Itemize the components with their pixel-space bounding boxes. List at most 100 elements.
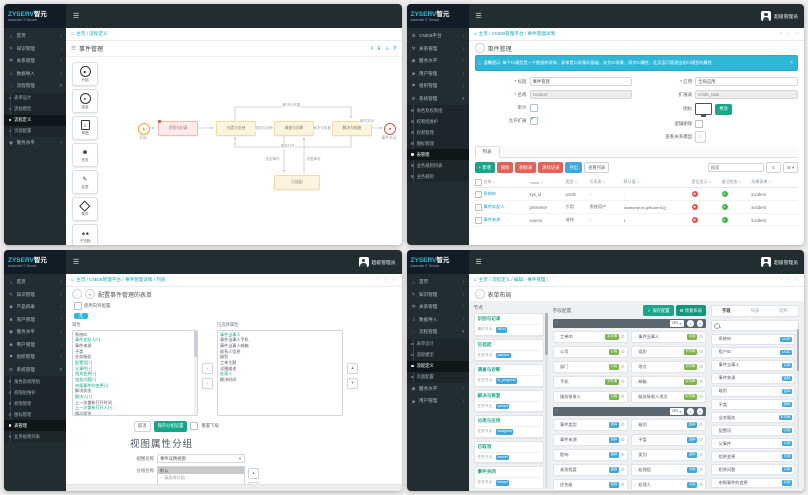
list-option[interactable]: 解决人[+] bbox=[75, 394, 92, 400]
node-card[interactable]: 已挂起 任务节点 - paused bbox=[473, 338, 544, 361]
sidebar-item[interactable]: 首页 › bbox=[4, 276, 66, 289]
back-button[interactable]: ← bbox=[474, 289, 485, 299]
drag-handle-icon[interactable]: ∷ bbox=[714, 349, 717, 355]
save-icon[interactable]: ⇓ bbox=[376, 45, 382, 52]
tab[interactable]: 结构 bbox=[779, 308, 788, 313]
application-field[interactable] bbox=[695, 77, 798, 86]
sidebar-subitem[interactable]: 页面配置 bbox=[407, 372, 469, 383]
list-option[interactable]: 联系人信息 bbox=[220, 348, 241, 354]
clear-records-button[interactable]: 清除记录 bbox=[538, 162, 564, 173]
brand-logo[interactable]: ZYSERV智元 Automate IT Service bbox=[4, 250, 66, 274]
row-checkbox[interactable] bbox=[474, 216, 482, 224]
share-icon[interactable]: ∴ bbox=[385, 45, 390, 52]
sidebar-subitem[interactable]: 权限组维护 bbox=[4, 387, 66, 398]
gear-icon[interactable]: ⚙ bbox=[699, 379, 703, 384]
drag-handle-icon[interactable]: ∷ bbox=[555, 482, 559, 488]
field-pill[interactable]: ∷ 配置项 引用 bbox=[711, 425, 795, 436]
list-option[interactable]: 父事件[+] bbox=[75, 365, 92, 371]
columns-select[interactable]: 2列 ▼ bbox=[669, 320, 684, 327]
help-icon[interactable]: ? bbox=[377, 277, 380, 283]
restore-layout-button[interactable]: ⊞ 恢复布局 bbox=[675, 305, 706, 316]
drag-handle-icon[interactable]: ∷ bbox=[633, 422, 637, 428]
field-pill[interactable]: ∷ 系统ID UUID bbox=[711, 334, 795, 345]
view-name-select[interactable]: 事件详情视图 ▼ bbox=[157, 454, 245, 463]
list-option[interactable]: 上一次重新打开人[+] bbox=[75, 405, 113, 411]
drag-handle-icon[interactable]: ∷ bbox=[555, 408, 559, 414]
sidebar-item[interactable]: 系统管理 ▾ bbox=[4, 364, 66, 377]
group-option[interactable]: -- 请选择分组 -- bbox=[160, 474, 189, 480]
field-pill[interactable]: ∷ 服务接收人 引用 ⚙ bbox=[552, 391, 628, 403]
field-pill[interactable]: ∷ 子类 选择 ⚙ bbox=[630, 434, 706, 446]
drag-handle-icon[interactable]: ∷ bbox=[633, 379, 637, 385]
title-field[interactable] bbox=[529, 77, 633, 86]
tab-list[interactable]: 列表 bbox=[474, 146, 500, 158]
drag-handle-icon[interactable]: ∷ bbox=[714, 467, 717, 473]
palette-start[interactable]: 开始 bbox=[72, 62, 98, 86]
sidebar-item[interactable]: 服务水平 › bbox=[407, 55, 469, 68]
help-icon[interactable]: ? bbox=[779, 31, 783, 37]
sidebar-subitem[interactable]: 业务规则 bbox=[407, 171, 469, 182]
flow-node[interactable]: 已挂起 bbox=[274, 175, 320, 190]
sidebar-subitem[interactable]: 页面配置 bbox=[4, 126, 66, 137]
brand-logo[interactable]: ZYSERV智元 Automate IT Service bbox=[406, 4, 469, 28]
columns-select[interactable]: 2列 ▼ bbox=[669, 408, 684, 415]
sidebar-item[interactable]: 流程管理 ▾ bbox=[4, 80, 66, 93]
drag-handle-icon[interactable]: ∷ bbox=[633, 364, 637, 370]
field-pill[interactable]: ∷ 级别 选择 bbox=[711, 386, 795, 397]
list-option[interactable]: 处理人 bbox=[220, 371, 233, 377]
sidebar-subitem[interactable]: 流程模型 bbox=[4, 104, 66, 115]
field-pill[interactable]: ∷ 影响 选择 ⚙ bbox=[552, 449, 628, 461]
field-pill[interactable]: ∷ 处理组 引用 ⚙ bbox=[630, 464, 706, 476]
drag-handle-icon[interactable]: ∷ bbox=[555, 437, 559, 443]
delete-button[interactable]: 删除 bbox=[496, 162, 514, 173]
sidebar-subitem[interactable]: 业务规则列表 bbox=[4, 431, 66, 442]
end-node[interactable] bbox=[384, 123, 396, 135]
flow-canvas[interactable]: 开始 结束 单据 任务 会签 条件 子流程 bbox=[66, 57, 402, 245]
sidebar-subitem[interactable]: 权限组维护 bbox=[407, 116, 469, 127]
list-option[interactable]: 业务服务 bbox=[75, 354, 92, 360]
field-pill[interactable]: ∷ 业务服务 字符串 bbox=[711, 412, 795, 423]
field-pill[interactable]: ∷ 组织 字符串 ⚙ bbox=[630, 346, 706, 358]
brand-logo[interactable]: ZYSERV智元 Automate IT Service bbox=[406, 250, 469, 274]
tab[interactable]: 列表 bbox=[750, 308, 760, 313]
gear-icon[interactable]: ⚙ bbox=[699, 482, 703, 487]
palette-countersign[interactable]: 会签 bbox=[72, 170, 98, 194]
sidebar-item[interactable]: 数据导入 › bbox=[407, 314, 469, 327]
gear-icon[interactable]: ⚙ bbox=[699, 422, 703, 427]
sidebar-subitem[interactable]: 图标管理 bbox=[407, 138, 469, 149]
change-icon-button[interactable]: 更改 bbox=[715, 103, 732, 115]
gear-icon[interactable]: ⚙ bbox=[699, 452, 703, 457]
drag-handle-icon[interactable]: ∷ bbox=[714, 415, 717, 421]
sidebar-item[interactable]: 服务水平 › bbox=[407, 383, 469, 396]
gear-icon[interactable]: ⚙ bbox=[620, 334, 625, 339]
field-pill[interactable]: ∷ 事件来源 选择 bbox=[711, 373, 795, 384]
menu-toggle-icon[interactable]: ☰ bbox=[475, 13, 482, 20]
user-menu[interactable]: 超级管理员 bbox=[358, 257, 402, 267]
list-option[interactable]: 事件来源 bbox=[75, 342, 92, 348]
list-option[interactable]: 事件发起人[+] bbox=[75, 337, 101, 343]
field-pill[interactable]: ∷ 事件当事人 引用 bbox=[711, 360, 795, 371]
sidebar-subitem[interactable]: 图标管理 bbox=[4, 409, 66, 420]
gear-icon[interactable]: ⚙ bbox=[620, 394, 625, 399]
list-option[interactable]: 级别 bbox=[220, 354, 229, 360]
sidebar-item[interactable]: 知识管理 › bbox=[4, 43, 66, 56]
list-option[interactable]: 系统ID bbox=[75, 331, 88, 337]
list-option[interactable]: 解决状态 bbox=[75, 388, 92, 394]
list-option[interactable]: 配置项[+] bbox=[75, 359, 92, 365]
field-pill[interactable]: ∷ 父事件 引用 bbox=[711, 438, 795, 449]
user-menu[interactable]: 超级管理员 bbox=[761, 11, 804, 21]
gear-icon[interactable]: ⚙ bbox=[620, 452, 625, 457]
field-pill[interactable]: ∷ 公司 引用 ⚙ bbox=[552, 346, 628, 358]
drag-handle-icon[interactable]: ∷ bbox=[714, 388, 717, 394]
drag-handle-icon[interactable]: ∷ bbox=[555, 379, 559, 385]
sidebar-subitem[interactable]: 表管理 bbox=[406, 149, 469, 160]
menu-toggle-icon[interactable]: ☰ bbox=[73, 259, 80, 266]
column-header[interactable]: 激活状态 bbox=[722, 179, 752, 185]
field-pill[interactable]: ∷ 优先级 选择 ⚙ bbox=[552, 479, 628, 491]
drag-handle-icon[interactable]: ∷ bbox=[714, 428, 717, 434]
row-checkbox[interactable] bbox=[474, 203, 482, 211]
move-left-button[interactable]: ‹ bbox=[202, 377, 213, 389]
view-list-button[interactable]: 查看列表 bbox=[584, 162, 610, 173]
gear-icon[interactable]: ⚙ bbox=[699, 349, 703, 354]
gear-icon[interactable]: ⚙ bbox=[699, 334, 703, 339]
